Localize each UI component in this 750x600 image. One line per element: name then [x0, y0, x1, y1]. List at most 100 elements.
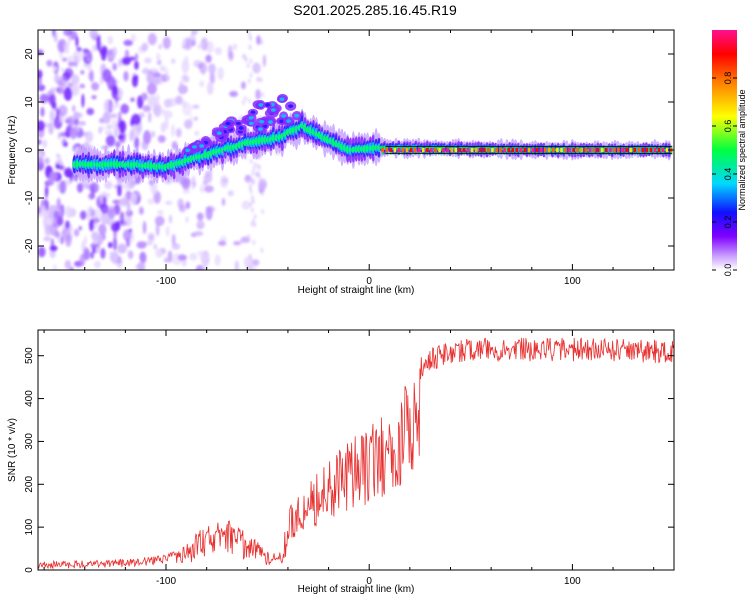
- heatmap-noise-patch: [107, 207, 116, 220]
- heatmap-core-cell: [478, 148, 482, 152]
- heatmap-noise-patch: [100, 75, 104, 85]
- heatmap-noise-patch: [200, 254, 210, 261]
- heatmap-noise-patch: [131, 75, 139, 88]
- heatmap-noise-patch: [59, 131, 69, 137]
- heatmap-noise-patch: [162, 36, 171, 50]
- snr-xtick-label: 0: [366, 576, 372, 587]
- heatmap-noise-patch: [203, 185, 214, 193]
- heatmap-noise-patch: [162, 110, 173, 119]
- heatmap-noise-patch: [122, 179, 131, 191]
- heatmap-noise-patch: [253, 222, 257, 228]
- heatmap-noise-patch: [184, 119, 193, 129]
- heatmap-noise-patch: [49, 245, 58, 252]
- heatmap-noise-patch: [171, 233, 176, 246]
- heatmap-noise-patch: [200, 37, 208, 51]
- heatmap-core-cell: [564, 148, 567, 152]
- heatmap-noise-patch: [63, 87, 73, 101]
- heatmap-noise-patch: [86, 57, 91, 63]
- snr-ytick-label: 300: [24, 433, 35, 450]
- heatmap-noise-patch: [156, 93, 160, 107]
- heatmap-core-cell: [426, 148, 429, 152]
- snr-xtick-label: 100: [564, 576, 581, 587]
- heatmap-noise-patch: [159, 65, 166, 72]
- heatmap-noise-patch: [117, 243, 127, 254]
- heatmap-noise-patch: [83, 235, 88, 245]
- heatmap-noise-patch: [83, 247, 91, 261]
- heatmap-noise-patch: [40, 106, 45, 117]
- heatmap-noise-patch: [165, 225, 170, 237]
- heatmap-noise-patch: [117, 184, 122, 197]
- heatmap-core-cell: [596, 148, 600, 152]
- heatmap-noise-patch: [125, 214, 132, 227]
- heatmap-noise-patch: [73, 118, 80, 126]
- heatmap-noise-patch: [249, 188, 253, 194]
- heatmap-noise-patch: [202, 180, 208, 186]
- heatmap-noise-patch: [251, 170, 255, 176]
- heatmap-branch-core: [248, 121, 254, 126]
- heatmap-noise-patch: [54, 73, 60, 84]
- heatmap-noise-patch: [162, 109, 166, 114]
- snr-ytick-label: 100: [24, 518, 35, 535]
- heatmap-core-cell: [653, 148, 657, 152]
- heatmap-noise-patch: [208, 63, 216, 75]
- heatmap-noise-patch: [249, 35, 252, 41]
- heatmap-noise-patch: [134, 52, 139, 61]
- heatmap-branch-core: [279, 119, 285, 124]
- heatmap-noise-patch: [164, 116, 169, 130]
- heatmap-noise-patch: [195, 264, 205, 270]
- heatmap-noise-patch: [78, 226, 82, 231]
- heatmap-noise-patch: [147, 33, 157, 46]
- heatmap-noise-patch: [59, 41, 63, 48]
- heatmap-noise-patch: [75, 35, 79, 48]
- spectrogram-x-label: Height of straight line (km): [298, 285, 415, 296]
- heatmap-noise-patch: [49, 87, 58, 92]
- heatmap-core-cell: [446, 148, 450, 152]
- heatmap-noise-patch: [93, 260, 101, 269]
- heatmap-branch-core: [270, 108, 276, 112]
- heatmap-branch-core: [259, 119, 265, 124]
- heatmap-noise-patch: [200, 184, 204, 194]
- heatmap-noise-patch: [106, 75, 116, 89]
- heatmap-noise-patch: [233, 241, 242, 246]
- heatmap-noise-patch: [38, 69, 43, 79]
- heatmap-noise-patch: [157, 210, 164, 216]
- heatmap-core-cell: [552, 148, 555, 152]
- heatmap-noise-patch: [57, 215, 64, 226]
- heatmap-noise-patch: [109, 113, 118, 119]
- heatmap-noise-patch: [80, 210, 87, 220]
- heatmap-core-cell: [474, 148, 478, 152]
- heatmap-noise-patch: [234, 260, 239, 270]
- colorbar-ticks: 0.0 0.2 0.4 0.6 0.8: [712, 72, 737, 276]
- heatmap-core-cell: [454, 148, 458, 152]
- heatmap-ridge-group: [72, 93, 672, 184]
- heatmap-noise-patch: [171, 58, 176, 64]
- heatmap-core-cell: [661, 148, 665, 152]
- heatmap-noise-patch: [89, 218, 95, 232]
- heatmap-noise-patch: [65, 220, 70, 230]
- heatmap-core-cell: [430, 148, 433, 152]
- spectrogram-ytick-label: 20: [24, 48, 35, 60]
- heatmap-core-cell: [511, 148, 515, 152]
- heatmap-core-cell: [657, 148, 661, 152]
- heatmap-noise-patch: [105, 134, 116, 147]
- heatmap-noise-patch: [58, 76, 66, 90]
- heatmap-noise-patch: [44, 186, 49, 199]
- heatmap-noise-patch: [250, 221, 254, 227]
- heatmap-noise-patch: [109, 250, 114, 262]
- heatmap-noise-patch: [104, 180, 113, 190]
- heatmap-noise-patch: [252, 178, 256, 184]
- heatmap-noise-patch: [135, 264, 145, 269]
- heatmap-noise-patch: [91, 231, 99, 241]
- heatmap-noise-patch: [49, 175, 54, 186]
- heatmap-noise-patch: [253, 214, 257, 220]
- heatmap-core-cell: [401, 148, 405, 152]
- heatmap-noise-patch: [185, 201, 191, 210]
- heatmap-noise-patch: [105, 130, 114, 136]
- heatmap-noise-patch: [112, 62, 117, 71]
- snr-x-label: Height of straight line (km): [298, 584, 415, 595]
- heatmap-core-cell: [519, 148, 523, 152]
- heatmap-core-cell: [462, 148, 466, 152]
- heatmap-noise-patch: [56, 197, 61, 211]
- heatmap-noise-patch: [89, 69, 94, 83]
- snr-axes: -100 0 100 0 100 200 300 400 500: [24, 330, 674, 587]
